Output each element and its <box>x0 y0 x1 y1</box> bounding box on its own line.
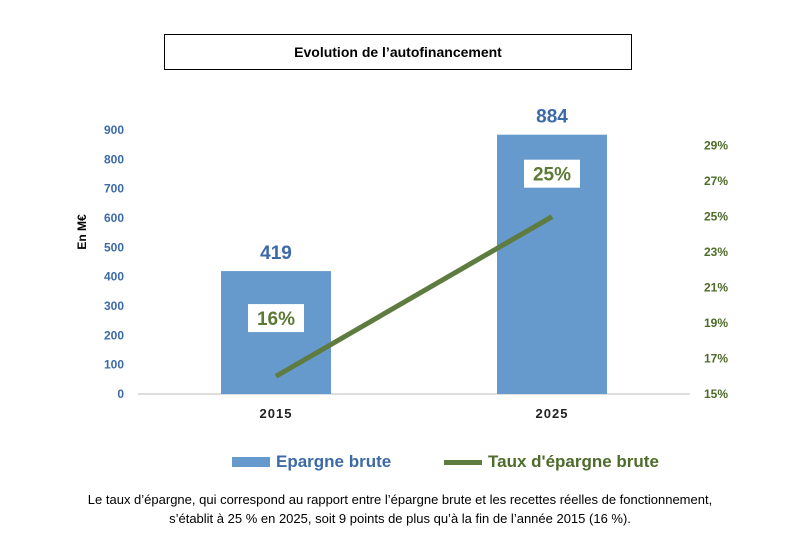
x-tick-label: 2025 <box>536 406 569 421</box>
labels: 419 884 16% 25% <box>248 107 580 333</box>
bars <box>221 134 607 394</box>
y-tick-label: 800 <box>104 152 124 166</box>
y-tick-label: 700 <box>104 182 124 196</box>
y-tick-label: 100 <box>104 358 124 372</box>
caption: Le taux d’épargne, qui correspond au rap… <box>40 490 760 528</box>
y-axis-right: 15% 17% 19% 21% 23% 25% 27% 29% <box>704 139 728 401</box>
y2-tick-label: 21% <box>704 281 728 295</box>
x-tick-label: 2015 <box>260 406 293 421</box>
x-ticks: 2015 2025 <box>260 406 569 421</box>
y2-tick-label: 29% <box>704 139 728 153</box>
y2-tick-label: 27% <box>704 174 728 188</box>
caption-line-1: Le taux d’épargne, qui correspond au rap… <box>87 492 713 507</box>
legend: Epargne brute Taux d'épargne brute <box>0 450 800 474</box>
legend-item-bar: Epargne brute <box>232 452 391 472</box>
chart-title: Evolution de l’autofinancement <box>164 34 632 70</box>
y-tick-label: 400 <box>104 270 124 284</box>
caption-line-2: s’établit à 25 % en 2025, soit 9 points … <box>169 511 631 526</box>
y-tick-label: 0 <box>117 387 124 401</box>
chart-canvas: 0 100 200 300 400 500 600 700 800 900 15% 17% 19% 21… <box>75 107 728 421</box>
rate-value-label: 16% <box>257 309 295 330</box>
y-tick-label: 200 <box>104 328 124 342</box>
y-axis-label: En M€ <box>75 214 89 250</box>
rate-label-box <box>524 159 580 188</box>
y-tick-label: 500 <box>104 240 124 254</box>
bar-value-label: 419 <box>260 243 292 264</box>
rate-value-label: 25% <box>533 165 571 186</box>
y-axis-left: 0 100 200 300 400 500 600 700 800 900 <box>104 123 124 401</box>
rate-line-group <box>274 214 554 379</box>
legend-label-bar: Epargne brute <box>276 452 392 471</box>
rate-line <box>274 214 554 379</box>
legend-label-line: Taux d'épargne brute <box>488 452 659 471</box>
y2-tick-label: 25% <box>704 210 728 224</box>
rate-label-box <box>248 304 304 333</box>
legend-item-line: Taux d'épargne brute <box>444 452 659 472</box>
legend-swatch-bar <box>232 457 270 467</box>
y-tick-label: 300 <box>104 299 124 313</box>
y-tick-label: 900 <box>104 123 124 137</box>
bar-value-label: 884 <box>536 107 568 128</box>
y2-tick-label: 23% <box>704 245 728 259</box>
y-tick-label: 600 <box>104 211 124 225</box>
y2-tick-label: 19% <box>704 316 728 330</box>
legend-swatch-line <box>444 459 482 465</box>
y2-tick-label: 15% <box>704 387 728 401</box>
y2-tick-label: 17% <box>704 352 728 366</box>
